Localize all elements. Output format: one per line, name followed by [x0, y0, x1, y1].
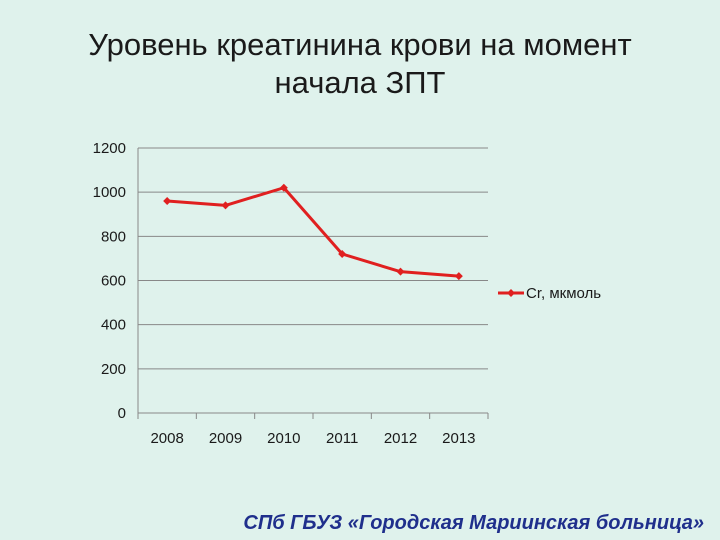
- x-tick-label: 2008: [150, 430, 183, 447]
- x-tick-label: 2009: [209, 430, 242, 447]
- legend-label: Cr, мкмоль: [526, 285, 601, 302]
- x-tick-label: 2012: [384, 430, 417, 447]
- data-point: [338, 250, 347, 258]
- x-tick-label: 2010: [267, 430, 300, 447]
- legend-marker: [507, 289, 515, 297]
- data-point: [221, 201, 230, 210]
- y-tick-label: 1000: [93, 184, 126, 201]
- y-tick-label: 1200: [93, 140, 126, 157]
- y-tick-label: 400: [101, 317, 126, 334]
- data-point: [279, 183, 288, 192]
- chart-title-line1: Уровень креатинина крови на момент: [88, 27, 632, 62]
- y-tick-label: 0: [118, 405, 126, 422]
- y-tick-label: 600: [101, 273, 126, 290]
- y-tick-label: 200: [101, 361, 126, 378]
- x-tick-label: 2011: [326, 430, 358, 447]
- footer-organization: СПб ГБУЗ «Городская Мариинская больница»: [243, 512, 704, 534]
- series-line: [167, 186, 459, 278]
- data-point: [454, 272, 463, 281]
- data-point: [163, 197, 172, 205]
- x-tick-label: 2013: [442, 430, 475, 447]
- chart-title-line2: начала ЗПТ: [274, 65, 446, 100]
- chart-title: Уровень креатинина крови на момент начал…: [40, 26, 680, 102]
- data-point: [396, 267, 405, 276]
- y-tick-label: 800: [101, 228, 126, 245]
